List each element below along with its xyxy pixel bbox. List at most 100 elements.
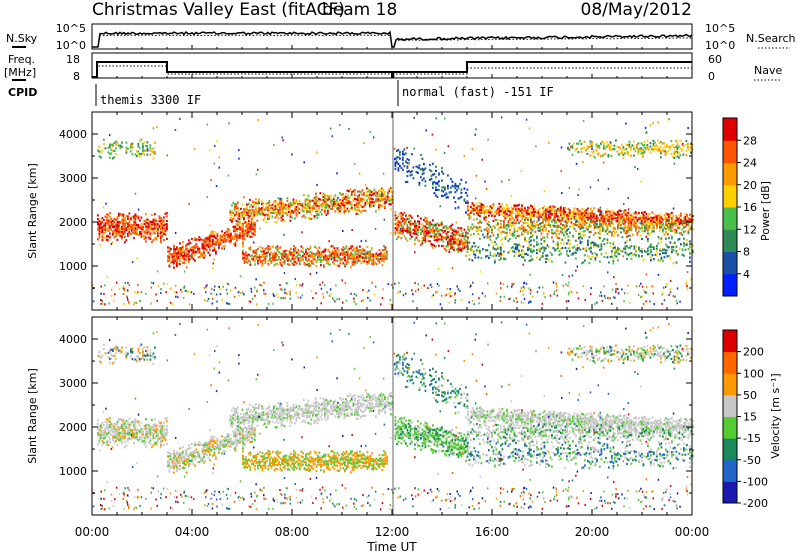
power-cell: [207, 251, 210, 254]
power-cell: [689, 218, 691, 221]
power-cell: [397, 156, 400, 159]
power-cell: [457, 230, 460, 233]
power-cell: [626, 245, 628, 248]
power-cell: [133, 237, 135, 240]
power-cell: [270, 260, 273, 263]
power-cell: [167, 255, 169, 258]
power-cell: [302, 251, 304, 254]
power-cell: [477, 246, 480, 249]
power-cell: [145, 231, 147, 234]
power-cell: [381, 254, 384, 257]
power-cell: [615, 139, 617, 142]
power-cell: [600, 142, 602, 145]
power-cell: [545, 217, 547, 220]
power-cell: [134, 231, 137, 234]
power-cell: [324, 202, 326, 206]
power-cell: [145, 221, 147, 224]
power-cell: [246, 232, 249, 235]
power-cell: [301, 282, 304, 285]
power-cell: [113, 220, 116, 223]
power-cell: [156, 299, 158, 302]
power-cell: [316, 204, 319, 208]
power-cell: [678, 227, 681, 230]
power-cell: [98, 236, 101, 239]
power-cell: [137, 153, 140, 156]
power-cell: [280, 297, 283, 300]
power-cell: [635, 227, 637, 230]
power-cell: [286, 205, 289, 208]
power-cell: [491, 206, 493, 210]
power-cell: [243, 218, 245, 221]
power-cell: [240, 292, 242, 294]
power-cell: [282, 214, 284, 217]
power-cell: [372, 136, 375, 139]
power-cell: [374, 253, 376, 256]
power-cell: [107, 151, 110, 154]
power-cell: [414, 251, 416, 254]
power-cell: [597, 144, 599, 147]
power-cell: [587, 207, 589, 210]
power-cell: [369, 203, 371, 206]
power-cell: [578, 221, 580, 224]
power-cell: [551, 236, 553, 239]
power-cell: [659, 238, 661, 241]
power-cell: [581, 207, 583, 210]
power-cell: [348, 197, 350, 200]
power-cell: [548, 206, 550, 209]
power-cell: [665, 232, 667, 235]
power-cell: [528, 248, 531, 251]
power-cell: [439, 224, 442, 227]
power-cell: [630, 257, 633, 260]
power-cell: [627, 219, 630, 223]
power-cell: [297, 253, 300, 256]
power-cell: [543, 214, 546, 217]
power-cell: [292, 198, 295, 201]
power-cell: [337, 196, 339, 199]
power-cell: [501, 208, 504, 211]
power-cell: [647, 232, 649, 235]
power-cell: [543, 225, 546, 228]
power-cell: [383, 245, 385, 248]
power-cell: [651, 227, 654, 230]
power-cell: [399, 157, 401, 160]
power-cell: [643, 144, 646, 147]
power-cell: [473, 233, 475, 236]
power-cell: [624, 230, 627, 233]
power-cell: [296, 255, 298, 258]
power-cell: [173, 256, 175, 259]
power-cell: [282, 211, 284, 214]
power-cell: [467, 225, 469, 228]
power-cell: [651, 285, 653, 288]
power-cell: [587, 218, 589, 221]
power-cell: [539, 215, 541, 218]
power-cell: [282, 297, 284, 300]
power-cell: [603, 238, 606, 241]
power-cell: [446, 287, 449, 290]
power-cell: [203, 246, 205, 249]
power-cell: [642, 214, 645, 217]
power-cell: [306, 252, 309, 255]
power-cell: [261, 200, 263, 203]
power-cell: [507, 207, 510, 210]
power-cell: [461, 246, 463, 249]
power-cell: [606, 219, 609, 223]
power-cell: [646, 131, 648, 134]
power-cell: [194, 237, 196, 240]
power-cell: [249, 221, 252, 224]
power-cell: [618, 220, 621, 223]
power-cell: [195, 243, 198, 246]
power-cell: [456, 248, 458, 251]
power-cell: [281, 255, 283, 258]
power-cell: [214, 145, 216, 147]
power-cell: [466, 239, 469, 243]
power-cell: [128, 301, 130, 304]
power-cell: [232, 209, 235, 212]
power-cell: [139, 225, 141, 228]
power-cell: [406, 218, 409, 221]
power-cell: [658, 142, 661, 145]
power-cell: [439, 238, 442, 241]
power-cell: [346, 199, 349, 202]
power-cell: [457, 239, 460, 242]
power-cell: [137, 233, 140, 236]
power-cell: [299, 260, 301, 263]
